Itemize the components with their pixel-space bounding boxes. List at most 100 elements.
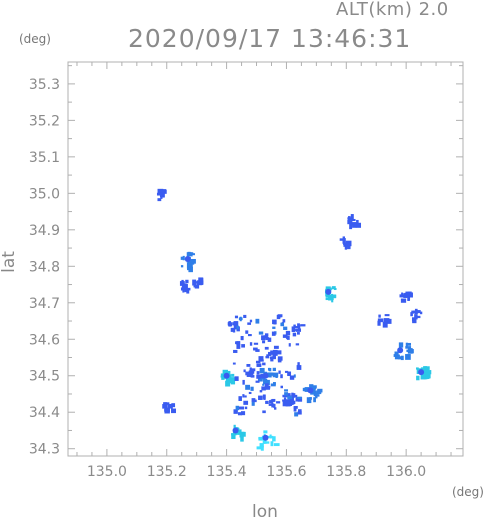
echo-cell [250,386,254,391]
echo-cell [245,372,250,375]
echo-cell [258,331,264,335]
echo-cell [230,327,235,332]
echo-cell [382,321,388,328]
echo-cell [286,393,291,398]
echo-cell [280,385,283,389]
echo-cell [272,349,278,353]
echo-cell [282,319,286,323]
echo-cell [233,349,238,353]
echo-cell [265,400,269,404]
echo-cell [297,362,300,367]
echo-cell [246,374,252,377]
x-axis-label: lon [252,502,278,522]
echo-cell [277,314,283,318]
echo-cell [239,429,242,433]
echo-cell [249,319,253,323]
echo-cell [296,332,300,335]
echo-cell [228,322,232,327]
echo-cell [280,374,283,379]
echo-cell [266,372,272,378]
echo-cell [300,324,306,327]
echo-cell [424,372,431,376]
echo-cell [185,279,189,284]
echo-cell [405,346,412,349]
echo-cell [255,380,260,383]
echo-cell [235,341,238,345]
echo-cell [265,337,269,341]
echo-cell [258,359,264,362]
echo-cell [419,311,423,315]
echo-cell [238,317,243,321]
echo-cell [259,374,265,379]
echo-cell [410,312,413,317]
echo-cell [264,383,269,388]
echo-cell [282,399,286,402]
echo-cell [261,386,266,391]
echo-cell [244,406,248,410]
y-tick-label: 34.7 [29,296,60,312]
echo-cell [399,294,405,298]
echo-cell [259,367,265,374]
echo-cell [411,310,415,313]
echo-cell [243,369,246,373]
echo-cell [347,217,353,220]
echo-cell [325,297,330,301]
echo-cell [293,374,296,378]
echo-cell [180,287,187,291]
echo-cell [268,367,272,372]
x-tick-label: 135.8 [326,464,366,480]
echo-cell [285,403,291,407]
echo-cell [291,392,294,398]
echo-cell [405,342,408,349]
echo-cell [237,412,243,416]
echo-cell [282,394,288,398]
y-tick-label: 35.3 [29,77,60,93]
echo-cell [407,295,411,301]
echo-cell [263,395,266,400]
echo-cell [260,445,264,451]
echo-cell [269,400,273,404]
echo-cell [383,318,390,323]
echo-cell [295,397,299,402]
echo-cell [246,363,251,367]
echo-core [397,347,404,354]
echo-cell [255,318,260,324]
echo-cell [243,314,247,318]
echo-cell [232,362,236,365]
echo-cell [236,325,239,330]
echo-cell [236,431,239,435]
echo-cell [276,401,281,404]
echo-cell [255,349,260,352]
echo-cell [297,397,303,402]
y-tick-label: 34.4 [29,405,60,421]
echo-cell [426,370,432,375]
echo-cell [309,384,314,389]
echo-cell [278,370,281,374]
echo-cell [181,279,184,282]
x-tick-label: 136.0 [386,464,426,480]
echo-core [232,427,239,434]
echo-cell [284,389,289,392]
echo-cell [355,222,362,228]
echo-cell [272,319,277,325]
echo-cell [397,356,403,360]
echo-cell [250,370,255,374]
echo-cell [253,347,258,351]
echo-cell [256,446,262,450]
echo-cell [242,394,245,398]
echo-cell [270,383,276,387]
echo-cell [291,326,296,333]
echo-cell [238,396,242,402]
echo-cell [196,280,203,286]
echo-cell [259,390,263,393]
echo-cell [406,342,412,346]
echo-cell [275,350,282,355]
echo-cell [234,315,239,319]
echo-cell [317,388,323,393]
echo-cell [245,384,251,390]
echo-cell [347,219,353,225]
echo-cell [264,438,267,444]
echo-cell [294,326,299,329]
echo-cell [240,411,246,416]
